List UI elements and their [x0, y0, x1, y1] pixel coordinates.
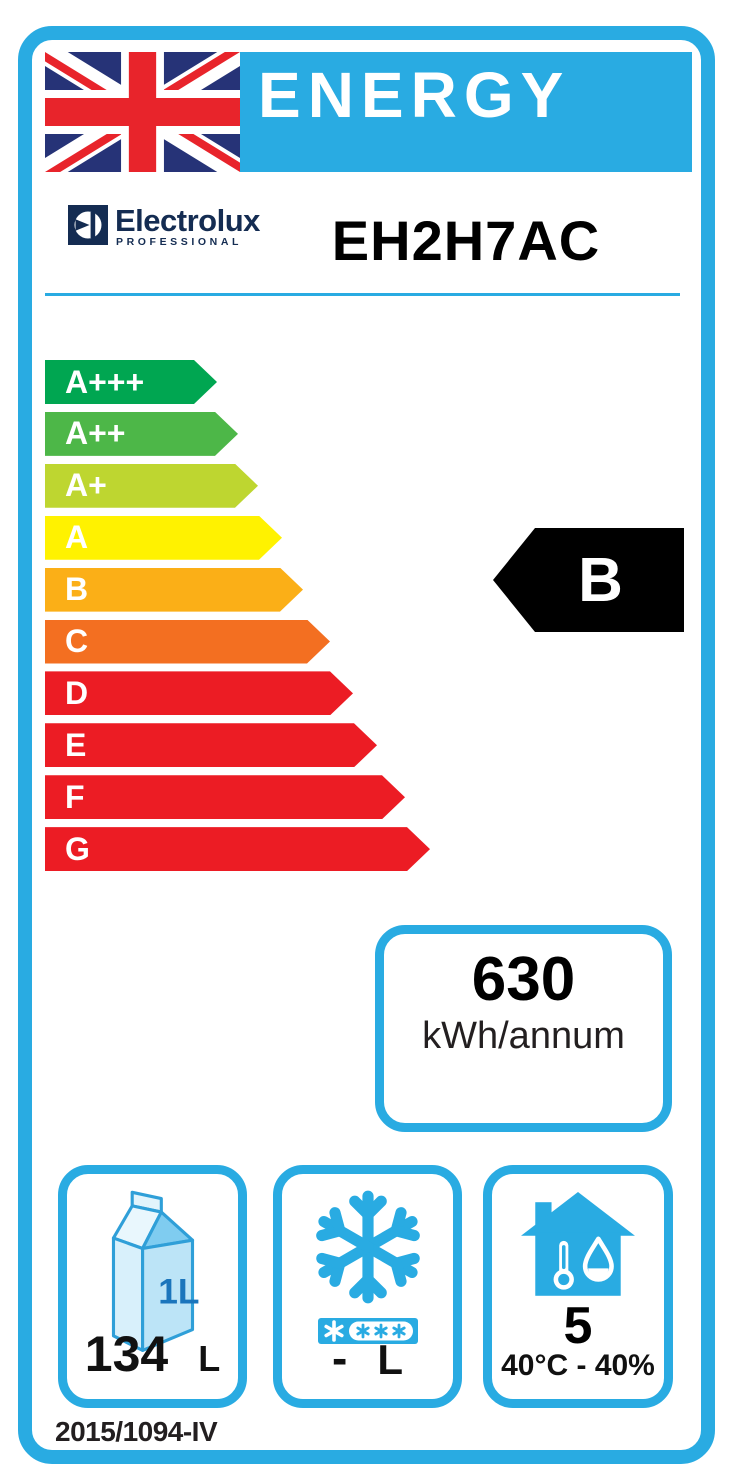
fridge-volume-row: 134 L	[67, 1325, 238, 1383]
rating-grade-label: A+++	[65, 363, 145, 400]
house-humidity-icon	[519, 1190, 637, 1300]
freezer-volume-unit: L	[377, 1336, 403, 1383]
rating-grade-label: A+	[65, 467, 107, 504]
carton-volume-label: 1L	[158, 1273, 199, 1312]
energy-title: ENERGY	[258, 59, 571, 131]
rating-arrow: E	[45, 723, 377, 767]
rating-arrow: A+	[45, 464, 258, 508]
header-divider	[45, 293, 680, 296]
rating-grade-label: F	[65, 778, 85, 815]
rating-row-App: A++	[45, 412, 238, 456]
rating-arrow: G	[45, 827, 430, 871]
rating-row-Appp: A+++	[45, 360, 217, 404]
rating-grade-label: C	[65, 623, 89, 659]
snowflake-icon	[307, 1186, 429, 1308]
climate-class-box: 5 40°C - 40%	[483, 1165, 673, 1408]
rating-grade-label: B	[65, 571, 89, 608]
current-rating-arrow: B	[493, 528, 684, 632]
current-rating-letter: B	[578, 545, 623, 615]
electrolux-logo-icon	[68, 205, 108, 245]
energy-consumption-box: 630 kWh/annum	[375, 925, 672, 1132]
fridge-volume-unit: L	[198, 1338, 221, 1379]
rating-grade-label: A++	[65, 415, 126, 452]
regulation-reference: 2015/1094-IV	[55, 1416, 218, 1447]
rating-row-C: C	[45, 620, 330, 664]
model-number: EH2H7AC	[331, 209, 601, 272]
energy-consumption-unit: kWh/annum	[422, 1015, 625, 1058]
fridge-volume-box: 1L 134 L	[58, 1165, 247, 1408]
freezer-volume-value: -	[332, 1332, 348, 1384]
rating-arrow: F	[45, 775, 405, 819]
rating-row-E: E	[45, 723, 377, 767]
milk-carton-icon: 1L	[101, 1184, 205, 1352]
fridge-volume-value: 134	[84, 1326, 169, 1382]
rating-row-F: F	[45, 775, 405, 819]
rating-arrow: A	[45, 516, 282, 560]
energy-consumption-value: 630	[471, 945, 576, 1014]
four-star-freezer-icon	[317, 1318, 418, 1344]
rating-arrow: C	[45, 620, 330, 664]
energy-banner: ENERGY	[240, 52, 692, 172]
brand-subtitle: PROFESSIONAL	[116, 236, 243, 248]
rating-grade-label: E	[65, 726, 87, 763]
climate-condition: 40°C - 40%	[501, 1349, 655, 1382]
brand-block: Electrolux PROFESSIONAL	[68, 203, 288, 251]
brand-name: Electrolux	[115, 203, 260, 238]
rating-grade-label: G	[65, 830, 90, 867]
rating-row-G: G	[45, 827, 430, 871]
rating-arrow: D	[45, 671, 353, 715]
freezer-volume-row: - L	[282, 1331, 453, 1385]
rating-arrow: A+++	[45, 360, 217, 404]
rating-arrow: B	[45, 568, 303, 612]
freezer-volume-box: - L	[273, 1165, 462, 1408]
rating-grade-label: A	[65, 519, 89, 556]
climate-class-value: 5	[563, 1297, 593, 1355]
rating-row-B: B	[45, 568, 303, 612]
rating-row-D: D	[45, 671, 353, 715]
rating-grade-label: D	[65, 674, 89, 711]
rating-arrow: A++	[45, 412, 238, 456]
rating-row-A: A	[45, 516, 282, 560]
rating-row-Ap: A+	[45, 464, 258, 508]
uk-flag-icon	[45, 52, 240, 172]
label-border-frame	[18, 26, 715, 1464]
